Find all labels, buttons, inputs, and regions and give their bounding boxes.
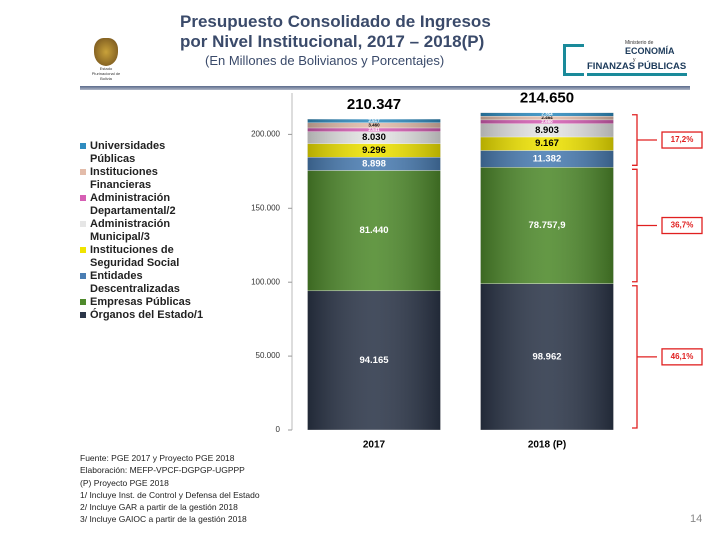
legend-swatch (80, 299, 86, 305)
legend-swatch (80, 247, 86, 253)
bar-shade (480, 136, 614, 151)
bar-shade (307, 122, 441, 128)
bar-shade (307, 143, 441, 158)
data-label: 2.541 (368, 127, 380, 132)
legend-item: Instituciones Financieras (80, 166, 205, 192)
logo-line: ECONOMÍA (625, 46, 675, 56)
footnotes: Fuente: PGE 2017 y Proyecto PGE 2018 Elab… (80, 452, 260, 526)
y-tick-label: 100.000 (251, 277, 280, 286)
data-label: 2.517 (368, 118, 380, 123)
legend-swatch (80, 195, 86, 201)
footnote: Elaboración: MEFP-VPCF-DGPGP-UGPPP (80, 465, 245, 476)
data-label: 9.296 (362, 145, 386, 156)
bar-shade (307, 290, 441, 430)
bar-shade (307, 119, 441, 123)
footnote: 1/ Incluye Inst. de Control y Defensa de… (80, 489, 260, 500)
logo-small: Ministerio de (625, 40, 654, 46)
logo-band (587, 73, 687, 76)
bar-shade (307, 127, 441, 132)
legend-item: Instituciones de Seguridad Social (80, 244, 205, 270)
bar-shade (480, 123, 614, 137)
data-label: 2.354 (541, 112, 553, 117)
data-label: 2.660 (541, 119, 553, 124)
legend-item: Empresas Públicas (80, 296, 205, 309)
bar-shade (480, 112, 614, 117)
annotation-box (661, 216, 703, 235)
footnote: (P) Proyecto PGE 2018 (80, 477, 169, 488)
data-label: 2.464 (541, 115, 553, 120)
legend-swatch (80, 169, 86, 175)
x-tick-label: 2017 (363, 440, 386, 451)
legend-swatch (80, 312, 86, 318)
bracket (632, 285, 657, 429)
legend: Universidades Públicas Instituciones Fina… (80, 140, 205, 322)
bar-shade (480, 119, 614, 124)
legend-label: Órganos del Estado/1 (90, 309, 204, 321)
bar-shade (307, 170, 441, 291)
bar-shade (480, 283, 614, 430)
title: Presupuesto Consolidado de Ingresos (180, 12, 491, 31)
y-tick-label: 50.000 (256, 351, 281, 360)
bar-shade (480, 150, 614, 168)
legend-swatch (80, 221, 86, 227)
left-logo: Estado Plurinacional de Bolivia (88, 38, 124, 81)
data-label: 11.382 (533, 153, 562, 164)
header-line (80, 86, 690, 90)
footnote: 3/ Incluye GAIOC a partir de la gestión … (80, 514, 247, 525)
bracket (632, 114, 657, 166)
data-label: 9.167 (535, 138, 559, 149)
logo-line: FINANZAS PÚBLICAS (587, 61, 687, 72)
annotation-box (661, 348, 703, 366)
legend-item: Administración Departamental/2 (80, 192, 205, 218)
footnote: 2/ Incluye GAR a partir de la gestión 20… (80, 502, 238, 513)
x-tick-label: 2018 (P) (528, 440, 566, 451)
annotation: 46,1% (671, 352, 694, 361)
total-label: 210.347 (347, 96, 401, 113)
legend-label: Entidades Descentralizadas (90, 270, 180, 295)
legend-swatch (80, 143, 86, 149)
data-label: 8.030 (362, 132, 386, 143)
data-label: 94.165 (359, 355, 389, 366)
total-label: 214.650 (520, 90, 574, 107)
legend-label: Administración Departamental/2 (90, 192, 176, 217)
bar-shade (307, 131, 441, 144)
data-label: 8.903 (535, 125, 559, 136)
y-tick-label: 200.000 (251, 129, 280, 138)
legend-item: Administración Municipal/3 (80, 218, 205, 244)
logo-text: Estado Plurinacional de Bolivia (91, 66, 121, 81)
data-label: 81.440 (359, 225, 388, 236)
bar-shade (307, 157, 441, 171)
legend-item: Entidades Descentralizadas (80, 270, 205, 296)
logo-y: y (633, 57, 636, 63)
legend-label: Administración Municipal/3 (90, 218, 171, 243)
y-tick-label: 0 (276, 425, 281, 434)
data-label: 8.898 (362, 158, 386, 169)
legend-label: Universidades Públicas (90, 140, 166, 165)
annotation: 17,2% (671, 135, 694, 144)
annotation-box (661, 131, 703, 149)
y-tick-label: 150.000 (251, 203, 280, 212)
title: por Nivel Institucional, 2017 – 2018(P) (180, 32, 485, 51)
legend-label: Empresas Públicas (90, 296, 191, 308)
footnote: Fuente: PGE 2017 y Proyecto PGE 2018 (80, 453, 235, 463)
legend-item: Universidades Públicas (80, 140, 205, 166)
data-label: 98.962 (532, 351, 561, 362)
legend-swatch (80, 273, 86, 279)
page-number: 14 (690, 513, 703, 525)
bar-shade (480, 116, 614, 120)
bracket (632, 168, 657, 283)
subtitle: (En Millones de Bolivianos y Porcentajes… (205, 53, 445, 68)
legend-item: Órganos del Estado/1 (80, 309, 205, 322)
data-label: 78.757,9 (529, 220, 566, 231)
bar-shade (480, 167, 614, 284)
legend-label: Instituciones Financieras (90, 166, 158, 191)
annotation: 36,7% (671, 221, 694, 230)
logo-mark (563, 44, 584, 76)
data-label: 3.460 (368, 123, 380, 128)
legend-label: Instituciones de Seguridad Social (90, 244, 180, 269)
emblem (94, 38, 118, 66)
